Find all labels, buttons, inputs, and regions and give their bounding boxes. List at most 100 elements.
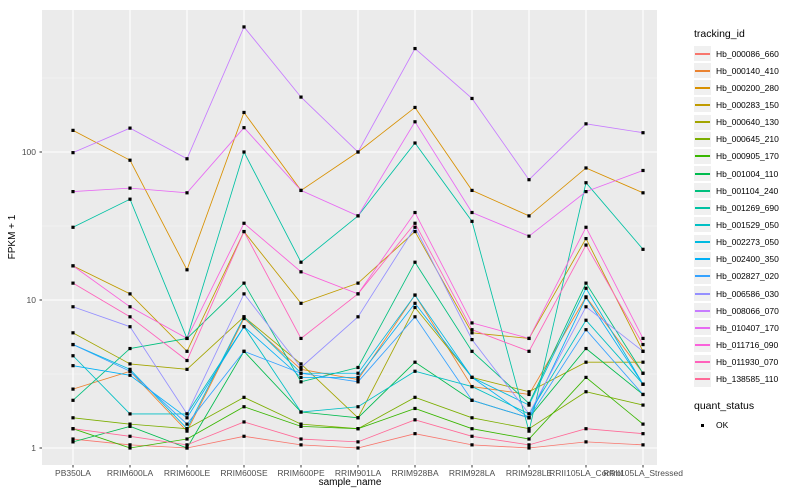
legend-key-swatch — [694, 217, 711, 233]
data-point — [71, 440, 75, 444]
data-point — [128, 443, 132, 447]
data-point — [299, 95, 303, 99]
data-point — [641, 422, 645, 426]
y-tick-label: 1 — [31, 443, 36, 453]
legend-label: Hb_001269_690 — [716, 202, 779, 213]
data-point — [641, 349, 645, 353]
data-point — [128, 158, 132, 162]
legend-item: Hb_000200_280 — [694, 79, 798, 96]
data-point — [128, 373, 132, 377]
legend-label: Hb_002400_350 — [716, 254, 779, 265]
data-point — [413, 105, 417, 110]
x-tick-label: RRIM600LA — [106, 468, 154, 478]
legend-key-line — [695, 155, 710, 158]
data-point — [527, 214, 531, 218]
data-point — [641, 247, 645, 251]
data-point — [527, 178, 531, 182]
data-point — [242, 221, 246, 225]
data-point — [242, 405, 246, 409]
data-point — [299, 410, 303, 414]
y-tick-label: 100 — [21, 147, 36, 157]
legend-key-line — [695, 361, 710, 364]
data-point — [128, 434, 132, 438]
x-tick-label: RRIM600PE — [277, 468, 325, 478]
data-point — [128, 292, 132, 296]
data-point — [299, 365, 303, 370]
legend-label: Hb_000640_130 — [716, 117, 779, 128]
data-point — [71, 151, 75, 155]
data-point — [299, 362, 303, 366]
legend-label: Hb_001104_240 — [716, 185, 779, 196]
data-point — [71, 331, 75, 335]
legend-key-line — [695, 69, 710, 72]
data-point — [71, 387, 75, 391]
data-point — [299, 424, 303, 428]
data-point — [128, 305, 132, 309]
data-point — [71, 437, 75, 441]
legend-label: Hb_011716_090 — [716, 339, 779, 350]
legend-key-line — [695, 223, 710, 226]
data-point — [584, 236, 588, 241]
legend-item: Hb_006586_030 — [694, 285, 798, 302]
data-point — [185, 429, 189, 433]
data-point — [71, 364, 75, 368]
y-axis-title: FPKM + 1 — [7, 214, 18, 260]
legend-key-line — [695, 138, 710, 141]
legend-key-line — [695, 241, 710, 244]
data-point — [470, 434, 474, 438]
data-point — [584, 390, 588, 394]
data-point — [413, 432, 417, 436]
legend-label: Hb_002273_050 — [716, 237, 779, 248]
data-point — [413, 229, 417, 234]
legend-key-swatch — [694, 63, 711, 79]
quant-status-key-swatch — [694, 418, 711, 433]
data-point — [527, 443, 531, 447]
x-tick-label: RRIM600LE — [163, 468, 211, 478]
data-point — [71, 225, 75, 229]
data-point — [128, 412, 132, 416]
data-point — [356, 416, 360, 420]
data-point — [641, 131, 645, 135]
data-point — [413, 221, 417, 225]
data-point — [356, 446, 360, 450]
data-point — [527, 392, 531, 397]
data-point — [527, 390, 531, 394]
legend-key-line — [695, 189, 710, 192]
data-point — [413, 141, 417, 145]
data-point — [527, 401, 531, 406]
data-point — [356, 405, 360, 409]
data-point — [71, 190, 75, 194]
data-point — [527, 446, 531, 450]
data-point — [128, 126, 132, 130]
legend-key-line — [695, 275, 710, 278]
data-point — [584, 346, 588, 351]
legend-item: Hb_001529_050 — [694, 216, 798, 233]
x-tick-label: RRIM901LA — [334, 468, 382, 478]
data-point — [242, 349, 246, 353]
x-tick-label: RRIM600SE — [220, 468, 268, 478]
data-point — [470, 331, 474, 335]
data-point — [641, 360, 645, 364]
legend-item: Hb_000140_410 — [694, 62, 798, 79]
data-point — [185, 443, 189, 447]
data-point — [413, 305, 417, 310]
data-point — [641, 191, 645, 195]
data-point — [470, 375, 474, 379]
data-point — [242, 395, 246, 399]
data-point — [71, 281, 75, 285]
legend-item: Hb_000640_130 — [694, 114, 798, 131]
legend-label: Hb_000086_660 — [716, 48, 779, 59]
legend-label: Hb_000645_210 — [716, 134, 779, 145]
data-points — [71, 25, 645, 450]
x-axis-title: sample_name — [318, 477, 382, 488]
data-point — [71, 264, 75, 268]
data-point — [242, 315, 246, 319]
legend-label: Hb_138585_110 — [716, 374, 779, 385]
data-point — [185, 191, 189, 195]
data-point — [584, 375, 588, 379]
legend-key-line — [695, 378, 710, 381]
data-point — [242, 420, 246, 424]
data-point — [128, 197, 132, 201]
x-tick-label: RRIM928LE — [505, 468, 553, 478]
data-point — [356, 315, 360, 319]
